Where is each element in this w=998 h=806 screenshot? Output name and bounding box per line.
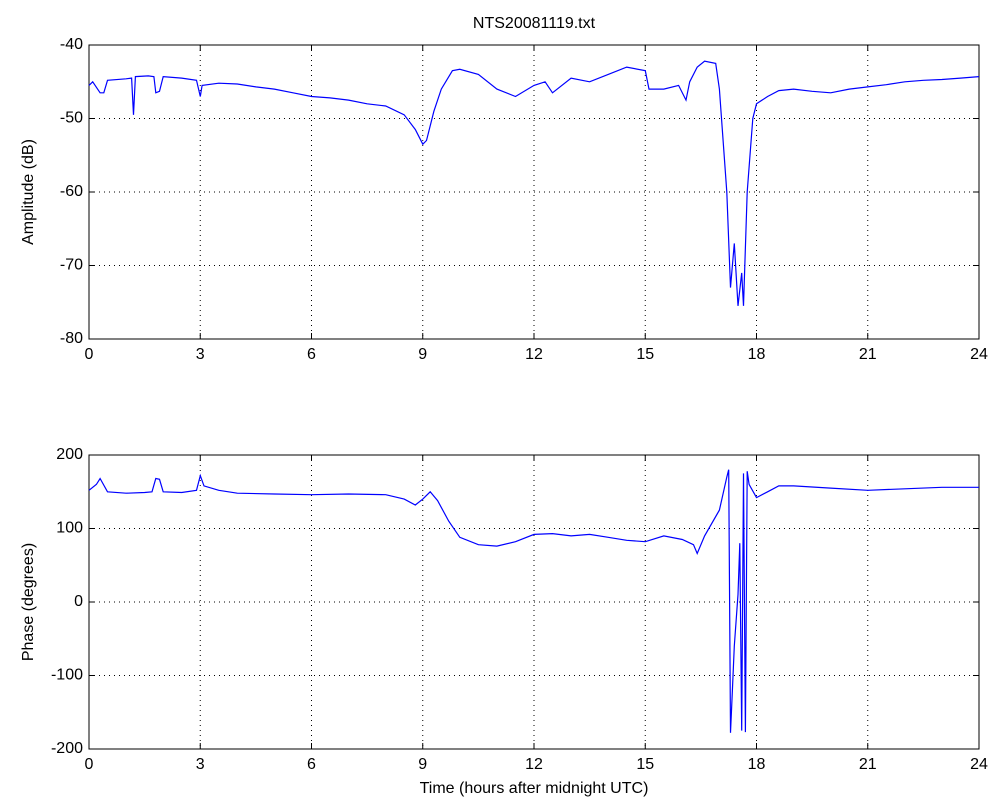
x-tick-label: 12 (525, 346, 543, 363)
x-tick-label: 0 (85, 346, 94, 363)
data-line (88, 60, 980, 306)
y-tick-label: 100 (56, 520, 83, 537)
x-tick-label: 3 (196, 756, 205, 773)
x-tick-label: 18 (748, 346, 766, 363)
x-tick-label: 24 (970, 346, 988, 363)
y-tick-label: -60 (60, 183, 83, 200)
x-tick-label: 21 (859, 346, 877, 363)
y-axis-label: Amplitude (dB) (20, 139, 37, 245)
data-line (88, 469, 979, 733)
x-tick-label: 12 (525, 756, 543, 773)
y-axis-label: Phase (degrees) (20, 543, 37, 661)
y-tick-label: -50 (60, 110, 83, 127)
x-tick-label: 9 (418, 756, 427, 773)
x-tick-label: 15 (636, 756, 654, 773)
y-tick-label: -70 (60, 257, 83, 274)
y-tick-label: -100 (51, 667, 83, 684)
chart-title: NTS20081119.txt (473, 15, 596, 32)
y-tick-label: -200 (51, 740, 83, 757)
y-tick-label: 200 (56, 446, 83, 463)
x-tick-label: 6 (307, 756, 316, 773)
y-tick-label: 0 (74, 593, 83, 610)
axes-box (88, 454, 980, 750)
x-tick-label: 18 (748, 756, 766, 773)
x-tick-label: 21 (859, 756, 877, 773)
x-axis-label: Time (hours after midnight UTC) (420, 780, 649, 797)
y-tick-label: -80 (60, 330, 83, 347)
x-tick-label: 3 (196, 346, 205, 363)
x-tick-label: 15 (636, 346, 654, 363)
y-tick-label: -40 (60, 36, 83, 53)
x-tick-label: 0 (85, 756, 94, 773)
x-tick-label: 24 (970, 756, 988, 773)
axes-box (88, 44, 980, 340)
x-tick-label: 6 (307, 346, 316, 363)
x-tick-label: 9 (418, 346, 427, 363)
